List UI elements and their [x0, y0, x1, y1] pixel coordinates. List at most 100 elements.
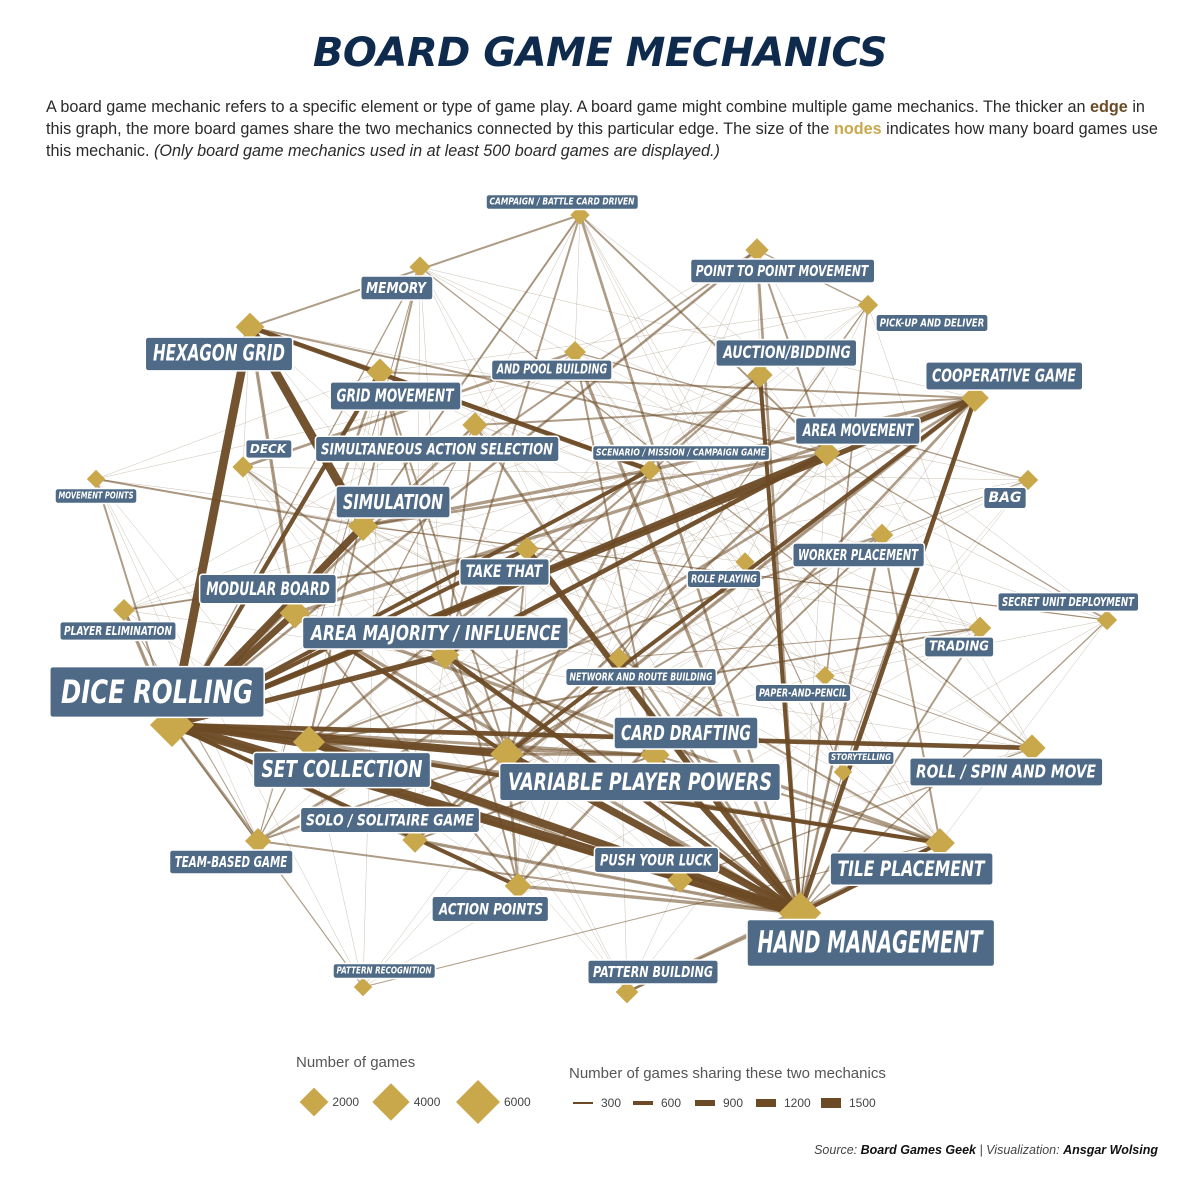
node-modular — [279, 597, 311, 629]
label-box-movepoints — [54, 487, 138, 505]
subtitle-note: (Only board game mechanics used in at le… — [153, 142, 720, 160]
edge-faint-scenario-roll — [649, 469, 1033, 749]
edge-setcoll-worker — [308, 534, 883, 743]
edge-faint-p2p-takethat — [526, 249, 758, 550]
label-box-hexgrid — [144, 336, 294, 372]
label-text-takethat: TAKE THAT — [466, 562, 544, 582]
edge-simulation-campaign — [362, 214, 581, 527]
edge-faint-p2p-roll — [756, 249, 1033, 749]
edge-faint-areamove-hand — [799, 452, 828, 914]
label-text-storytelling: STORYTELLING — [831, 753, 891, 763]
label-box-solo — [299, 806, 481, 834]
chart-subtitle: A board game mechanic refers to a specif… — [46, 96, 1161, 162]
label-worker: WORKER PLACEMENT — [792, 542, 926, 568]
label-text-secretunit: SECRET UNIT DEPLOYMENT — [1002, 595, 1135, 609]
label-text-roll: ROLL / SPIN AND MOVE — [916, 762, 1097, 783]
edge-storytelling-hand — [799, 771, 844, 914]
node-team — [245, 828, 271, 854]
label-setcoll: SET COLLECTION — [252, 751, 432, 789]
edge-dice-hexgrid — [167, 326, 255, 726]
edge-hand-coop — [797, 397, 978, 914]
label-box-takethat — [459, 557, 550, 587]
label-box-roll — [908, 757, 1104, 787]
label-box-network — [564, 667, 718, 687]
edge-hand-worker — [798, 534, 884, 914]
label-box-setcoll — [252, 751, 432, 789]
edge-paper-hand — [799, 675, 826, 914]
legend-edge-label-1500: 1500 — [849, 1096, 876, 1110]
edge-faint-campaign-tile — [579, 214, 941, 844]
label-text-dice: DICE ROLLING — [61, 673, 253, 711]
subtitle-part1: A board game mechanic refers to a specif… — [46, 98, 1091, 116]
nodes-layer — [86, 205, 1118, 1004]
edge-faint-memory-hand — [419, 266, 801, 914]
label-auction: AUCTION/BIDDING — [715, 338, 858, 368]
label-text-elimination: PLAYER ELIMINATION — [64, 624, 172, 638]
label-simaction: SIMULTANEOUS ACTION SELECTION — [314, 435, 560, 463]
label-simulation: SIMULATION — [335, 485, 451, 519]
source-author: Ansgar Wolsing — [1063, 1143, 1158, 1157]
label-scenario: SCENARIO / MISSION / CAMPAIGN GAME — [591, 444, 771, 462]
edge-vpp-scenario — [505, 469, 652, 755]
edge-simulation-p2p — [362, 249, 758, 527]
label-box-pickup — [875, 313, 989, 333]
label-modular: MODULAR BOARD — [198, 573, 338, 605]
label-box-roleplay — [686, 569, 762, 589]
edge-modular-actionpts — [294, 612, 519, 887]
edge-dice-areamove — [171, 450, 828, 728]
edge-faint-storytelling-tile — [842, 771, 941, 844]
label-box-paper — [754, 683, 852, 703]
label-box-storytelling — [827, 750, 895, 766]
node-poolbuild — [564, 341, 586, 363]
edge-faint-areamove-drafting — [654, 452, 828, 756]
node-simaction — [462, 412, 488, 438]
edge-simulation-movepoints — [95, 478, 364, 527]
label-movepoints: MOVEMENT POINTS — [54, 487, 138, 505]
edge-faint-simaction-secretunit — [474, 424, 1108, 621]
source-separator: | Visualization: — [975, 1143, 1064, 1157]
edge-faint-pickup-setcoll — [308, 304, 869, 743]
label-text-solo: SOLO / SOLITAIRE GAME — [306, 811, 474, 830]
edge-vpp-areamove — [506, 452, 828, 755]
node-actionpts — [504, 872, 532, 900]
node-paper — [815, 666, 835, 686]
label-text-actionpts: ACTION POINTS — [438, 900, 543, 919]
label-text-poolbuild: AND POOL BUILDING — [496, 363, 607, 378]
label-text-auction: AUCTION/BIDDING — [722, 343, 851, 363]
label-text-scenario: SCENARIO / MISSION / CAMPAIGN GAME — [596, 448, 766, 459]
label-vpp: VARIABLE PLAYER POWERS — [498, 762, 782, 802]
edge-faint-simaction-paper — [474, 424, 826, 677]
edge-faint-simaction-tile — [474, 424, 941, 844]
label-trading: TRADING — [923, 636, 995, 658]
label-text-drafting: CARD DRAFTING — [621, 721, 751, 745]
label-elimination: PLAYER ELIMINATION — [59, 620, 177, 642]
label-text-hexgrid: HEXAGON GRID — [153, 342, 285, 367]
node-roll — [1018, 734, 1046, 762]
legend-size-diamond-6000 — [456, 1080, 500, 1124]
edge-tile-network — [618, 657, 941, 844]
node-vpp — [490, 737, 524, 771]
edge-hexgrid-gridmove — [249, 325, 381, 374]
node-tile — [925, 828, 955, 858]
label-text-trading: TRADING — [929, 640, 989, 655]
label-box-simaction — [314, 435, 560, 463]
edge-hand-team — [257, 840, 801, 914]
legend-size-label-2000: 2000 — [332, 1095, 359, 1109]
label-text-coop: COOPERATIVE GAME — [932, 366, 1076, 387]
label-pickup: PICK-UP AND DELIVER — [875, 313, 989, 333]
label-coop: COOPERATIVE GAME — [924, 361, 1084, 391]
edge-dice-p2p — [171, 248, 758, 727]
label-tile: TILE PLACEMENT — [829, 852, 994, 886]
label-text-p2p: POINT TO POINT MOVEMENT — [696, 262, 870, 280]
legend-edge-label-900: 900 — [723, 1096, 743, 1110]
edge-coop-gridmove — [379, 371, 976, 399]
source-credit: Source: Board Games Geek | Visualization… — [814, 1143, 1158, 1157]
node-p2p — [745, 238, 769, 262]
edge-faint-poolbuild-paper — [574, 351, 826, 677]
subtitle-part2: in this graph, the more board games shar… — [46, 98, 1145, 138]
node-scenario — [639, 459, 661, 481]
label-box-patternrec — [332, 962, 437, 980]
label-takethat: TAKE THAT — [459, 557, 550, 587]
node-setcoll — [292, 725, 326, 759]
label-roll: ROLL / SPIN AND MOVE — [908, 757, 1104, 787]
